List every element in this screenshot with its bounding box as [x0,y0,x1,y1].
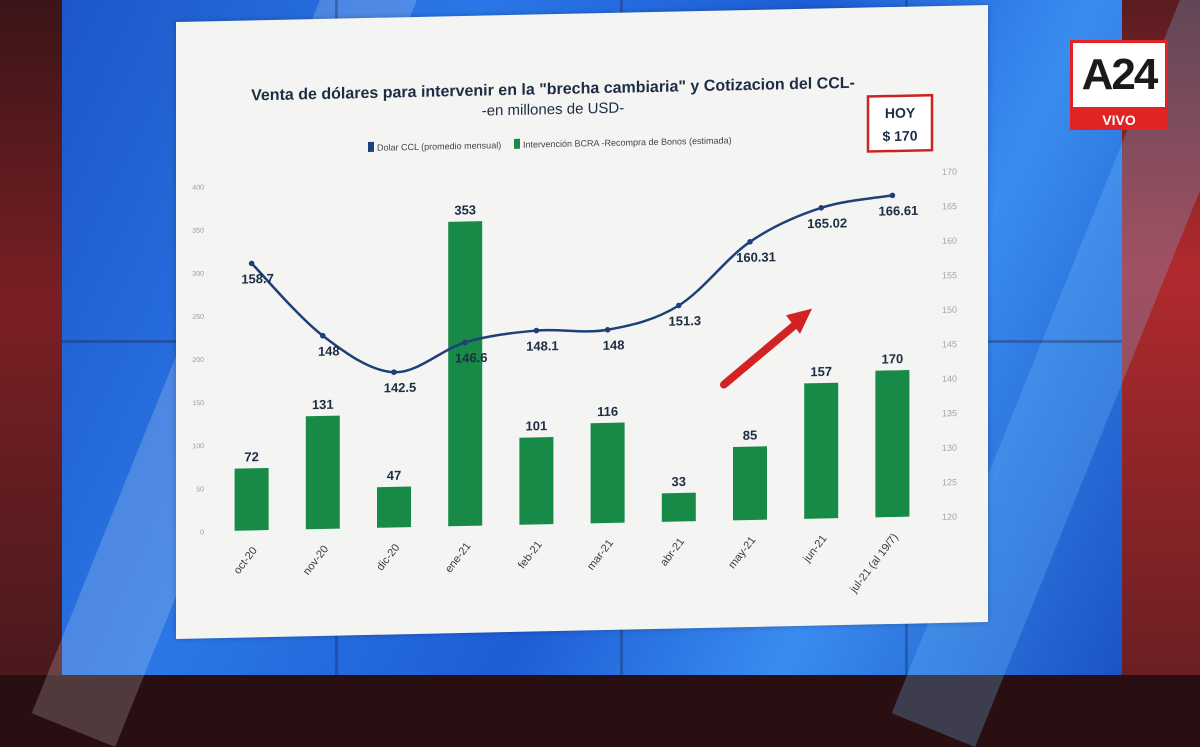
right-axis-tick: 130 [942,443,957,453]
bar [234,467,269,531]
line-point [604,326,611,333]
line-point [533,327,540,334]
chart-slide: Venta de dólares para intervenir en la "… [176,4,988,639]
bar-value-labels: 72 131 47 353 101 116 33 85 157 170 [244,202,904,489]
right-axis-tick: 135 [942,408,957,418]
line-point [676,302,682,309]
right-axis-tick: 160 [942,236,957,246]
left-axis-tick: 350 [192,228,204,235]
x-axis-label: jul-21 (al 19/7) [847,531,900,595]
right-axis-ticks: 120 125 130 135 140 145 150 155 160 165 170 [942,167,957,522]
bar-value-label: 47 [387,468,401,483]
bar-value-label: 33 [672,474,686,489]
line-value-label: 158.7 [241,271,274,287]
line-value-label: 151.3 [669,313,702,329]
line-value-label: 165.02 [807,215,847,231]
line-point [889,192,896,199]
left-axis-tick: 400 [192,184,204,191]
line-value-label: 146.6 [455,350,488,366]
left-axis-tick: 250 [192,314,204,321]
bar-value-label: 72 [244,449,258,464]
bar-value-label: 353 [454,202,476,217]
hoy-callout: HOY $ 170 [866,93,934,153]
left-axis-tick: 100 [192,443,204,450]
bar [875,370,910,518]
hoy-callout-line1: HOY [885,105,916,122]
line-value-label: 148 [603,337,625,352]
bar [804,382,839,519]
x-axis-labels: oct-20 nov-20 dic-20 ene-21 feb-21 mar-21 abr-… [232,531,901,595]
chart-subtitle: -en millones de USD- [482,100,625,120]
bar-value-label: 157 [810,364,832,379]
line-point [248,260,255,267]
line-point [391,369,397,375]
x-axis-label: abr-21 [658,536,687,569]
right-axis-tick: 120 [942,512,957,522]
legend-swatch-bars [514,138,520,149]
line-value-labels: 158.7 148 142.5 146.6 148.1 148 151.3 160.31 165… [241,203,919,396]
x-axis-label: nov-20 [301,543,331,577]
x-axis-label: feb-21 [516,539,545,571]
left-axis-tick: 150 [192,400,204,407]
line-value-label: 148 [318,343,340,358]
left-axis-tick: 50 [196,486,204,493]
hoy-callout-box [866,93,934,153]
line-point [320,332,326,339]
bar-value-label: 131 [312,397,334,412]
x-axis-label: ene-21 [443,540,474,575]
chart-title: Venta de dólares para intervenir en la "… [251,75,855,105]
bar [590,422,625,524]
line-series [248,192,896,375]
line-value-label: 160.31 [736,249,776,265]
trend-arrow-icon [720,308,812,389]
combo-chart: Venta de dólares para intervenir en la "… [192,75,957,596]
bar-value-label: 170 [882,351,904,366]
line-value-label: 148.1 [526,338,559,354]
live-badge: VIVO [1070,110,1168,130]
bar [448,221,483,527]
hoy-callout-line2: $ 170 [882,127,917,144]
right-axis-tick: 145 [942,339,957,349]
x-axis-label: mar-21 [585,537,616,572]
channel-logo: A24 VIVO [1070,40,1168,130]
x-axis-label: jun-21 [801,533,830,565]
channel-logo-text: A24 [1081,50,1159,99]
right-axis-tick: 140 [942,374,957,384]
line-value-label: 142.5 [384,380,417,396]
left-axis-tick: 300 [192,271,204,278]
line-point [747,239,753,245]
right-axis-tick: 165 [942,201,957,211]
right-axis-tick: 125 [942,477,957,487]
bar-value-label: 101 [526,418,548,433]
right-axis-tick: 170 [942,167,957,177]
left-axis-tick: 200 [192,357,204,364]
right-axis-tick: 150 [942,305,957,315]
bar-series [234,221,910,531]
left-axis-tick: 0 [200,529,204,536]
bar [305,415,340,530]
channel-logo-box: A24 [1070,40,1168,110]
legend-label-line: Dolar CCL (promedio mensual) [377,140,501,153]
line-path [250,194,893,374]
bar [519,436,554,525]
bar [661,492,696,522]
x-axis-label: may-21 [726,534,758,571]
line-value-label: 166.61 [879,203,919,219]
bar [733,446,767,521]
right-axis-tick: 155 [942,270,957,280]
line-point [818,205,825,211]
legend-swatch-line [368,141,374,152]
legend: Dolar CCL (promedio mensual) Intervenció… [368,135,732,153]
bar [377,486,411,528]
left-axis-ticks: 0 50 100 150 200 250 300 350 400 [192,184,204,536]
x-axis-label: dic-20 [374,542,402,573]
legend-label-bars: Intervención BCRA -Recompra de Bonos (es… [523,135,732,149]
x-axis-label: oct-20 [232,545,260,577]
line-point [462,339,469,346]
bar-value-label: 116 [597,404,618,419]
bar-value-label: 85 [743,428,757,443]
